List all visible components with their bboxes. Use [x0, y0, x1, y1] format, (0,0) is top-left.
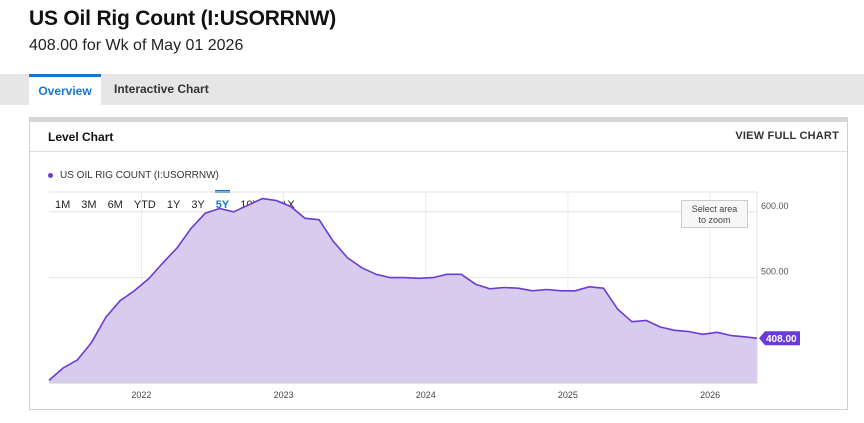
- panel-header: Level Chart VIEW FULL CHART: [30, 122, 847, 152]
- y-tick-label: 600.00: [761, 201, 789, 211]
- series-area: [49, 198, 757, 383]
- last-value-badge: [759, 331, 800, 346]
- range-3m[interactable]: 3M: [81, 199, 97, 211]
- range-1m[interactable]: 1M: [55, 199, 71, 211]
- page-title: US Oil Rig Count (I:USORRNW): [29, 7, 337, 30]
- zoom-hint-line2: to zoom: [698, 215, 731, 225]
- x-tick-label: 2026: [700, 390, 720, 400]
- y-tick-label: 500.00: [761, 267, 789, 277]
- legend-label: US OIL RIG COUNT (I:USORRNW): [60, 170, 219, 181]
- chart-legend: US OIL RIG COUNT (I:USORRNW): [48, 170, 219, 181]
- x-tick-label: 2024: [416, 390, 436, 400]
- tab-overview[interactable]: Overview: [29, 74, 101, 105]
- range-6m[interactable]: 6M: [107, 199, 123, 211]
- x-tick-label: 2025: [558, 390, 578, 400]
- tab-interactive-chart[interactable]: Interactive Chart: [114, 82, 209, 96]
- select-area-to-zoom-hint: Select area to zoom: [681, 200, 748, 228]
- series-line: [48, 197, 758, 382]
- range-1y[interactable]: 1Y: [166, 199, 181, 211]
- tab-bar: Overview Interactive Chart: [0, 74, 864, 105]
- view-full-chart-link[interactable]: VIEW FULL CHART: [735, 130, 839, 142]
- range-ytd[interactable]: YTD: [133, 199, 156, 211]
- last-value-label: 408.00: [766, 334, 797, 345]
- legend-dot-icon: [48, 173, 53, 178]
- x-tick-label: 2022: [131, 390, 151, 400]
- page-subtitle: 408.00 for Wk of May 01 2026: [29, 37, 244, 54]
- panel-title: Level Chart: [48, 130, 114, 144]
- range-3y[interactable]: 3Y: [191, 199, 205, 211]
- zoom-hint-line1: Select area: [691, 204, 738, 214]
- x-tick-label: 2023: [274, 390, 294, 400]
